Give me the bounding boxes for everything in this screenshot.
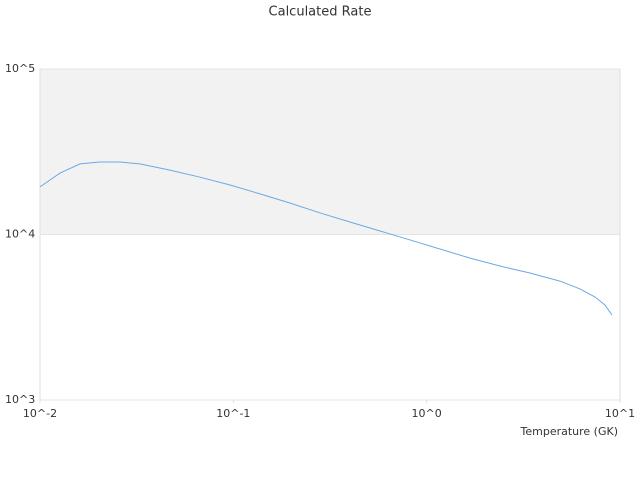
y-tick-label: 10^3 xyxy=(5,393,35,406)
x-tick-label: 10^-2 xyxy=(23,407,57,420)
x-axis-label: Temperature (GK) xyxy=(520,425,619,438)
x-tick-label: 10^1 xyxy=(605,407,635,420)
y-tick-label: 10^4 xyxy=(5,228,35,241)
y-tick-label: 10^5 xyxy=(5,62,35,75)
x-tick-label: 10^-1 xyxy=(216,407,250,420)
chart-title: Calculated Rate xyxy=(269,5,372,20)
line xyxy=(39,161,613,316)
plot-band xyxy=(40,69,620,235)
x-tick-label: 10^0 xyxy=(412,407,442,420)
